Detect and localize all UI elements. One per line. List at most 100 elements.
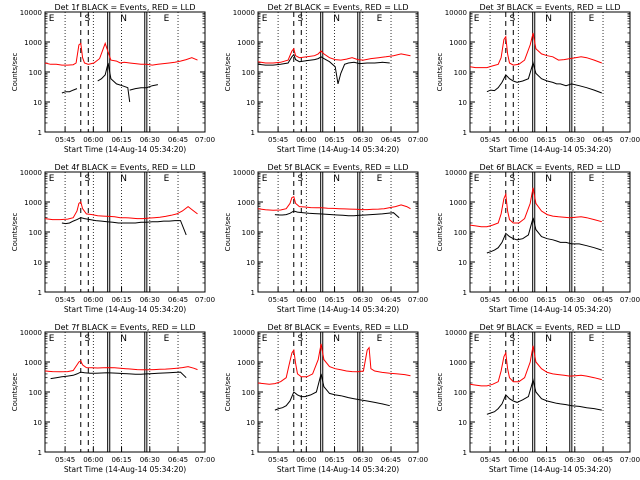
x-tick-label: 06:00 xyxy=(296,136,316,144)
chart-panel-4: Det 4f BLACK = Events, RED = LLD E S N E 1 10 1… xyxy=(11,163,215,314)
event-marker-label: S xyxy=(298,174,304,184)
x-tick-label: 07:00 xyxy=(620,456,640,464)
x-tick-label: 06:15 xyxy=(111,456,131,464)
event-marker-label: E xyxy=(49,174,55,184)
events-series-line xyxy=(486,61,602,94)
y-tick-label: 1 xyxy=(251,449,255,457)
x-tick-label: 05:45 xyxy=(268,296,288,304)
lld-series-line xyxy=(44,360,198,373)
lld-series-line xyxy=(469,32,602,69)
y-tick-label: 1 xyxy=(38,289,42,297)
x-tick-label: 07:00 xyxy=(620,136,640,144)
chart-panel-5: Det 5f BLACK = Events, RED = LLD E S N E 1 10 1… xyxy=(224,163,428,314)
x-tick-label: 06:00 xyxy=(83,296,103,304)
y-tick-label: 1 xyxy=(38,449,42,457)
y-tick-label: 1000 xyxy=(449,199,467,207)
event-marker-label: N xyxy=(120,334,127,344)
events-series-line xyxy=(274,210,400,219)
plot-frame xyxy=(44,331,206,453)
events-series-line xyxy=(486,217,602,254)
x-tick-label: 06:15 xyxy=(324,136,344,144)
x-tick-label: 06:45 xyxy=(168,136,188,144)
events-series-line xyxy=(97,62,131,103)
chart-panel-3: Det 3f BLACK = Events, RED = LLD E S N E 1 10 1… xyxy=(436,3,640,154)
y-tick-label: 100 xyxy=(454,229,467,237)
y-axis-label: Counts/sec xyxy=(436,213,444,252)
x-tick-label: 06:15 xyxy=(111,296,131,304)
x-tick-label: 05:45 xyxy=(55,456,75,464)
plot-frame xyxy=(257,171,419,293)
y-tick-label: 1000 xyxy=(237,199,255,207)
events-series-line xyxy=(61,217,187,236)
event-marker-label: E xyxy=(262,334,268,344)
y-tick-label: 10 xyxy=(246,99,255,107)
x-tick-label: 07:00 xyxy=(195,136,215,144)
y-tick-label: 100 xyxy=(242,229,255,237)
plot-frame xyxy=(469,11,631,133)
event-marker-label: N xyxy=(333,174,340,184)
y-tick-label: 10000 xyxy=(233,9,255,17)
plot-frame xyxy=(44,171,206,293)
y-tick-label: 1000 xyxy=(24,39,42,47)
event-marker-label: N xyxy=(120,14,127,24)
y-tick-label: 100 xyxy=(454,389,467,397)
x-tick-label: 06:00 xyxy=(508,136,528,144)
x-tick-label: 06:45 xyxy=(168,456,188,464)
y-axis-label: Counts/sec xyxy=(436,373,444,412)
x-tick-label: 06:00 xyxy=(508,456,528,464)
event-marker-label: N xyxy=(545,14,552,24)
events-series-line xyxy=(274,373,390,411)
chart-panel-7: Det 7f BLACK = Events, RED = LLD E S N E 1 10 1… xyxy=(11,323,215,474)
event-marker-label: E xyxy=(589,14,595,24)
chart-title: Det 4f BLACK = Events, RED = LLD xyxy=(54,163,195,172)
event-marker-label: N xyxy=(333,334,340,344)
y-tick-label: 10000 xyxy=(445,329,467,337)
x-tick-label: 06:30 xyxy=(140,136,160,144)
chart-panel-9: Det 9f BLACK = Events, RED = LLD E S N E 1 10 1… xyxy=(436,323,640,474)
event-marker-label: E xyxy=(262,174,268,184)
x-tick-label: 06:30 xyxy=(353,296,373,304)
event-marker-label: S xyxy=(298,14,304,24)
chart-panel-6: Det 6f BLACK = Events, RED = LLD E S N E 1 10 1… xyxy=(436,163,640,314)
x-axis-label: Start Time (14-Aug-14 05:34:20) xyxy=(64,145,186,154)
chart-title: Det 6f BLACK = Events, RED = LLD xyxy=(479,163,620,172)
x-axis-label: Start Time (14-Aug-14 05:34:20) xyxy=(489,465,611,474)
plot-frame xyxy=(469,331,631,453)
lld-series-line xyxy=(469,345,602,387)
event-marker-label: E xyxy=(589,174,595,184)
x-tick-label: 06:30 xyxy=(565,296,585,304)
event-marker-label: E xyxy=(377,174,383,184)
event-marker-label: E xyxy=(589,334,595,344)
y-tick-label: 10000 xyxy=(233,329,255,337)
event-marker-label: E xyxy=(474,174,480,184)
x-tick-label: 06:15 xyxy=(536,456,556,464)
y-tick-label: 10 xyxy=(33,99,42,107)
y-tick-label: 10 xyxy=(458,259,467,267)
x-axis-label: Start Time (14-Aug-14 05:34:20) xyxy=(489,305,611,314)
x-tick-label: 06:15 xyxy=(324,456,344,464)
x-tick-label: 05:45 xyxy=(55,136,75,144)
plot-frame xyxy=(469,171,631,293)
y-tick-label: 10 xyxy=(458,419,467,427)
event-marker-label: E xyxy=(164,14,170,24)
x-tick-label: 06:15 xyxy=(536,296,556,304)
chart-panel-1: Det 1f BLACK = Events, RED = LLD E S N E 1 10 1… xyxy=(11,3,215,154)
event-marker-label: S xyxy=(85,334,91,344)
x-tick-label: 06:45 xyxy=(593,456,613,464)
y-tick-label: 10 xyxy=(246,259,255,267)
x-axis-label: Start Time (14-Aug-14 05:34:20) xyxy=(277,305,399,314)
y-axis-label: Counts/sec xyxy=(224,213,232,252)
x-tick-label: 06:45 xyxy=(593,296,613,304)
x-tick-label: 06:00 xyxy=(83,136,103,144)
lld-series-line xyxy=(44,201,198,221)
y-tick-label: 10000 xyxy=(233,169,255,177)
y-tick-label: 1000 xyxy=(237,39,255,47)
y-tick-label: 1000 xyxy=(24,359,42,367)
event-marker-label: E xyxy=(377,334,383,344)
y-tick-label: 100 xyxy=(29,229,42,237)
lld-series-line xyxy=(257,195,411,211)
x-tick-label: 06:45 xyxy=(381,456,401,464)
x-tick-label: 06:00 xyxy=(508,296,528,304)
y-tick-label: 1 xyxy=(463,129,467,137)
